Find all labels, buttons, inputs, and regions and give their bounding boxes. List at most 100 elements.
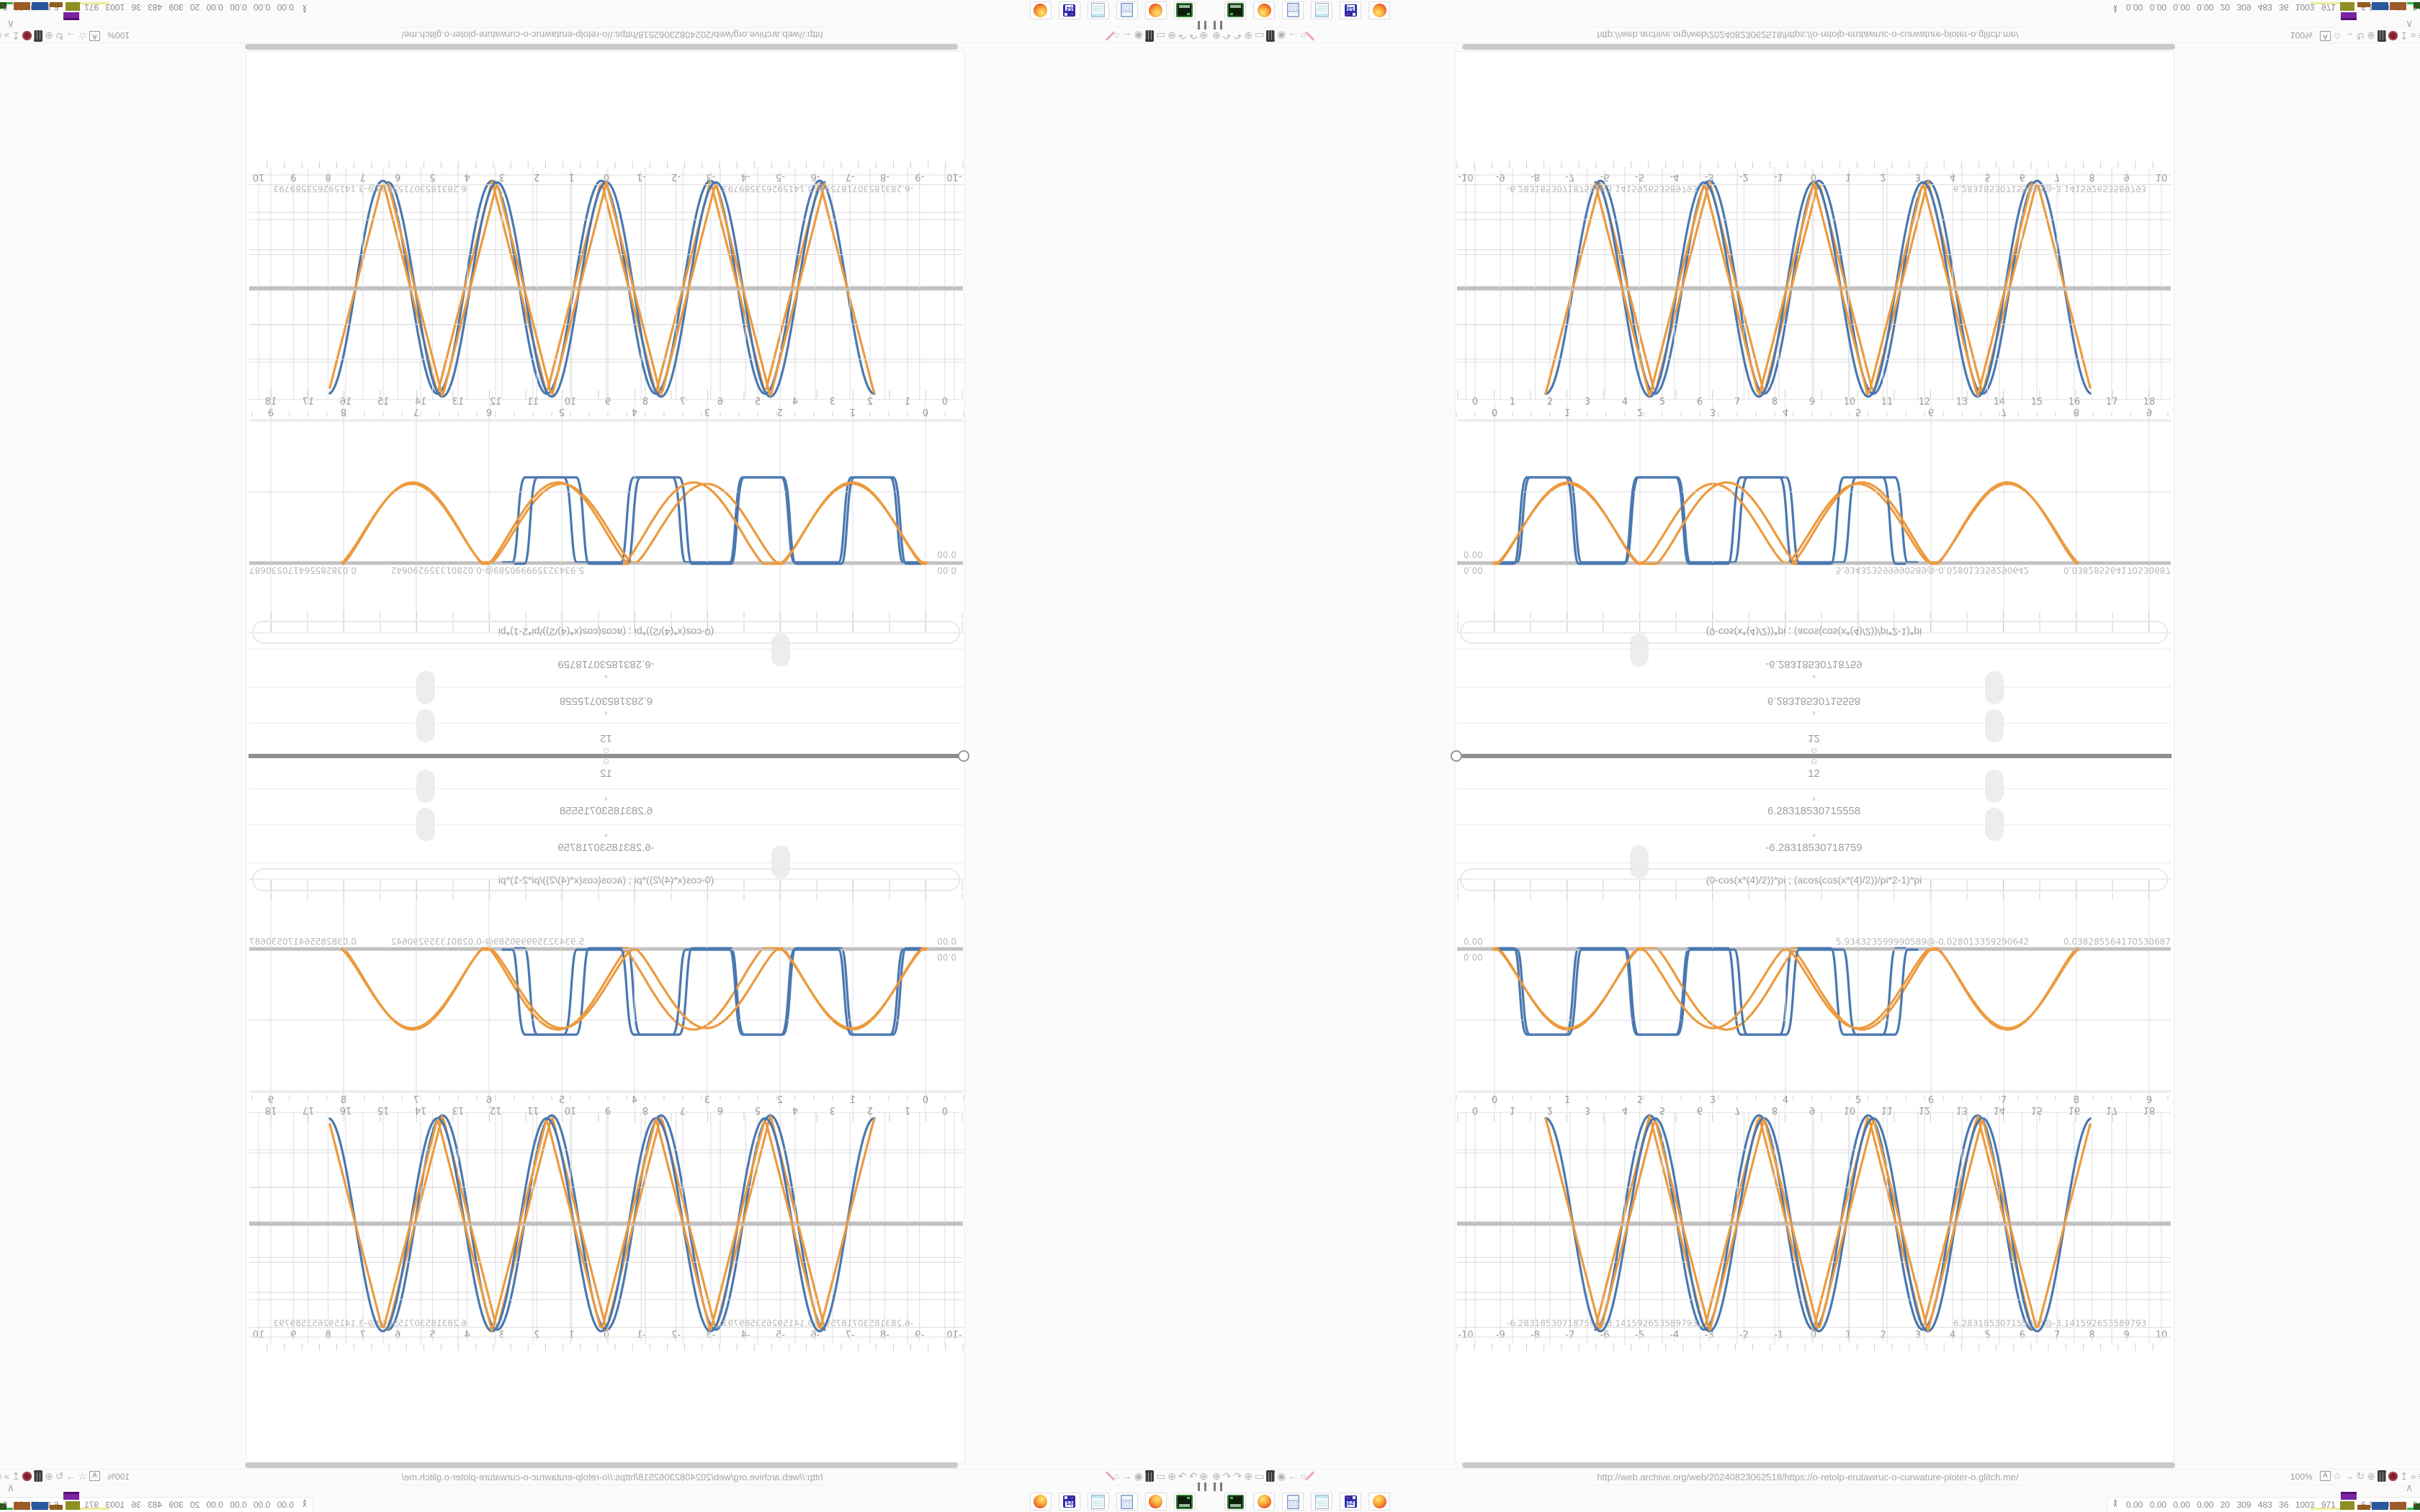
expression-row-handle-icon[interactable]: + <box>1811 832 1816 840</box>
dock-tab-floppy[interactable]: 64 <box>1340 1493 1361 1511</box>
expression-row-dial-icon[interactable]: ⊙ <box>1810 746 1818 755</box>
folder-icon[interactable]: ▭ <box>1155 30 1166 42</box>
expression-value[interactable]: -6.28318530718759 <box>557 658 655 670</box>
expression-value[interactable]: 6.28318530715558 <box>1767 805 1861 817</box>
expression-row-handle-icon[interactable]: + <box>604 708 609 717</box>
dock-tab-calculator[interactable] <box>1116 1 1138 19</box>
url-bar[interactable]: http://web.archive.org/web/2024082306251… <box>401 30 823 40</box>
globe-icon[interactable]: ⊕ <box>1199 30 1208 42</box>
bookmark-star-icon[interactable]: ☆ <box>78 30 87 42</box>
globe-icon[interactable]: ⊕ <box>1212 30 1221 42</box>
shield-red-icon[interactable] <box>22 31 32 41</box>
expression-row-dial-icon[interactable]: ⊙ <box>602 746 610 755</box>
collapse-caret[interactable]: ∧ <box>2406 1482 2414 1493</box>
globe-icon[interactable]: ⊕ <box>2367 30 2376 42</box>
expression-row-dial-icon[interactable]: ⊙ <box>1810 757 1818 766</box>
dock-tab-firefox[interactable] <box>1368 1493 1390 1511</box>
dock-tab-firefox[interactable] <box>1253 1 1275 19</box>
forward-arrow-icon[interactable]: → <box>66 30 76 42</box>
back-arrow-icon[interactable]: ← <box>1121 30 1132 42</box>
slider-thumb[interactable] <box>1985 671 2004 704</box>
history-arc-icon[interactable]: ↷ <box>1178 30 1187 42</box>
dock-tab-notepad[interactable] <box>1311 1 1332 19</box>
reload-icon[interactable]: ↻ <box>2356 1470 2365 1482</box>
dock-tab-notepad[interactable] <box>1088 1 1109 19</box>
bookmark-star-icon[interactable]: ☆ <box>2333 1470 2342 1482</box>
share-icon[interactable]: ↥ <box>2400 30 2408 42</box>
globe-icon[interactable]: ⊕ <box>1212 1470 1221 1482</box>
bookmark-star-icon[interactable]: ☆ <box>2333 30 2342 42</box>
slider-thumb[interactable] <box>1985 808 2004 841</box>
reload-icon[interactable]: ↻ <box>2356 30 2365 42</box>
dock-tab-floppy[interactable]: 64 <box>1340 1 1361 19</box>
globe-icon[interactable]: ⊕ <box>44 30 53 42</box>
shield-outline-icon[interactable]: ○ <box>1300 1470 1307 1482</box>
expression-value[interactable]: 12 <box>1808 732 1820 744</box>
history-arc-icon[interactable]: ↷ <box>1222 1470 1232 1482</box>
zoom-level[interactable]: 100% <box>107 30 130 40</box>
history-arc-icon[interactable]: ↷ <box>1222 30 1232 42</box>
globe-icon[interactable]: ⊕ <box>1168 30 1176 42</box>
reload-icon[interactable]: ↻ <box>55 30 64 42</box>
share-icon[interactable]: ↥ <box>12 30 20 42</box>
trash-icon[interactable] <box>2378 30 2387 42</box>
dock-tab-calculator[interactable] <box>1282 1 1304 19</box>
dock-tab-notepad[interactable] <box>1311 1493 1332 1511</box>
plot-svg-curvature-bumps-upper[interactable]: 0.00 <box>1457 878 2171 1096</box>
folder-icon[interactable]: ▭ <box>1254 30 1265 42</box>
expression-value[interactable]: 6.28318530715558 <box>559 695 653 707</box>
zoom-level[interactable]: 100% <box>2290 30 2313 40</box>
history-arc-icon[interactable]: ↷ <box>1188 30 1198 42</box>
trash-icon[interactable] <box>1144 30 1154 42</box>
plot-svg-curvature-bumps-lower[interactable]: 01234567890.005.934323599990589@-0.02801… <box>249 386 963 621</box>
dock-tab-calculator[interactable] <box>1282 1493 1304 1511</box>
forward-arrow-icon[interactable]: → <box>2344 1470 2354 1482</box>
forward-arrow-icon[interactable]: → <box>2344 30 2354 42</box>
badge-icon[interactable]: ◉ <box>1277 1470 1286 1482</box>
trash-icon[interactable] <box>1266 30 1276 42</box>
chevrons-icon[interactable]: » <box>2410 30 2416 42</box>
dock-tab-firefox[interactable] <box>1030 1 1052 19</box>
slider-thumb[interactable] <box>416 671 435 704</box>
history-arc-icon[interactable]: ↷ <box>1233 30 1242 42</box>
reader-mode-icon[interactable]: A <box>2320 31 2331 41</box>
url-bar[interactable]: http://web.archive.org/web/2024082306251… <box>1597 1472 2019 1482</box>
horizontal-scrollbar[interactable] <box>245 44 958 50</box>
dock-tab-terminal[interactable] <box>1174 1 1196 19</box>
expression-value[interactable]: 6.28318530715558 <box>1767 695 1861 707</box>
dock-tab-terminal[interactable] <box>1224 1493 1246 1511</box>
folder-icon[interactable]: ▭ <box>1254 1470 1265 1482</box>
chevrons-icon[interactable]: » <box>2410 1470 2416 1482</box>
plot-svg-wave-plot-lower[interactable]: -10-9-8-7-6-5-4-3-2-1012345678910-6.2831… <box>249 155 964 400</box>
expression-row-handle-icon[interactable]: + <box>1811 672 1816 680</box>
chevrons-icon[interactable]: » <box>4 30 10 42</box>
collapse-caret[interactable]: ∧ <box>6 19 14 30</box>
expression-value[interactable]: 12 <box>600 732 612 744</box>
slider-thumb[interactable] <box>1985 709 2004 742</box>
dock-tab-terminal[interactable] <box>1224 1 1246 19</box>
expression-row-handle-icon[interactable]: + <box>604 672 609 680</box>
reader-mode-icon[interactable]: A <box>2320 1471 2331 1481</box>
badge-icon[interactable]: ◉ <box>1277 30 1286 42</box>
horizontal-scrollbar[interactable] <box>1462 1462 2175 1468</box>
globe-icon[interactable]: ⊕ <box>1244 1470 1252 1482</box>
globe-icon[interactable]: ⊕ <box>2367 1470 2376 1482</box>
badge-icon[interactable]: ◉ <box>1134 30 1143 42</box>
expression-value[interactable]: -6.28318530718759 <box>1765 658 1863 670</box>
plot-svg-curvature-bumps-upper[interactable]: 0.00 <box>249 878 963 1096</box>
zoom-level[interactable]: 100% <box>2290 1472 2313 1482</box>
share-icon[interactable]: ↥ <box>2400 1470 2408 1482</box>
slider-thumb[interactable] <box>416 709 435 742</box>
trash-icon[interactable] <box>2378 1470 2387 1482</box>
url-bar[interactable]: http://web.archive.org/web/2024082306251… <box>1597 30 2019 40</box>
trash-icon[interactable] <box>1266 1470 1276 1482</box>
slider-thumb[interactable] <box>1630 845 1649 878</box>
shield-red-icon[interactable] <box>2388 31 2398 41</box>
dock-tab-firefox[interactable] <box>1253 1493 1275 1511</box>
expression-value[interactable]: 12 <box>1808 768 1820 780</box>
back-arrow-icon[interactable]: ← <box>1288 30 1299 42</box>
dock-tab-floppy[interactable]: 64 <box>1059 1 1080 19</box>
